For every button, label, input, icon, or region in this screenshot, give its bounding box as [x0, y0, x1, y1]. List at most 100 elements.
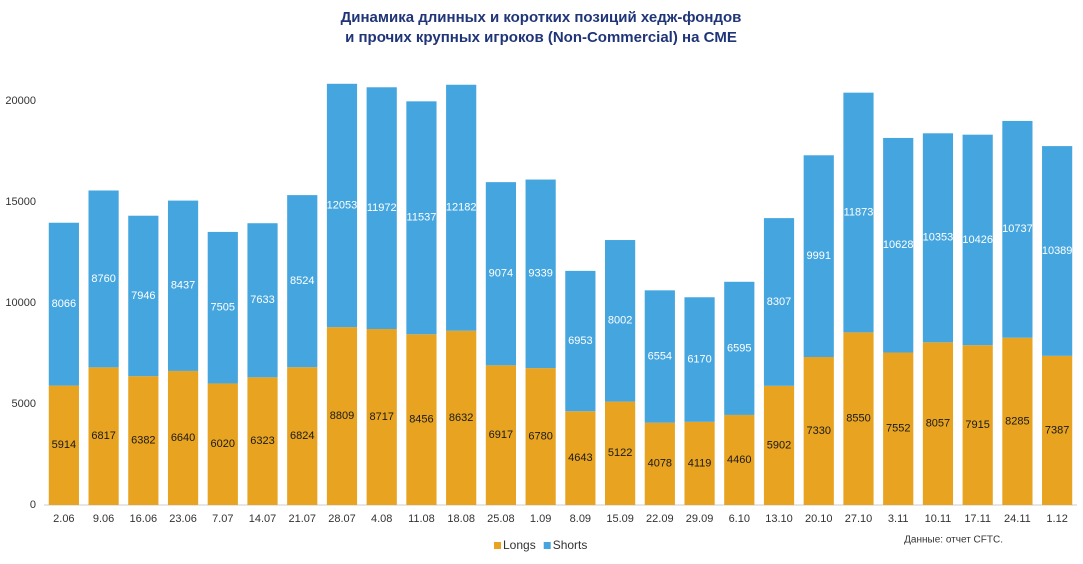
- bar-segment: [525, 179, 556, 369]
- legend-swatch: [543, 542, 551, 549]
- data-label: 6382: [131, 434, 155, 446]
- data-label: 6780: [528, 430, 552, 442]
- data-label: 7915: [965, 419, 989, 431]
- legend-swatch: [494, 542, 501, 549]
- x-tick-label: 11.08: [408, 513, 435, 525]
- y-tick-label: 10000: [5, 297, 36, 309]
- data-label: 8632: [449, 412, 473, 424]
- bar-segment: [604, 401, 636, 505]
- data-label: 6953: [568, 335, 592, 347]
- bar-segment: [287, 195, 318, 368]
- data-label: 8057: [926, 418, 950, 430]
- bar-segment: [604, 240, 636, 402]
- x-tick-label: 10.11: [925, 513, 952, 525]
- data-label: 11972: [367, 202, 397, 214]
- bar-segment: [247, 223, 278, 378]
- bar-segment: [803, 155, 834, 358]
- data-label: 8437: [171, 280, 195, 292]
- data-label: 10737: [1002, 223, 1033, 235]
- data-label: 8717: [369, 411, 393, 423]
- x-tick-label: 6.10: [729, 513, 750, 525]
- bar-segment: [207, 231, 238, 384]
- y-tick-label: 15000: [5, 196, 36, 208]
- x-tick-label: 1.09: [530, 513, 551, 525]
- bar-segment: [843, 332, 874, 505]
- data-label: 7633: [250, 294, 274, 306]
- bar-segment: [128, 215, 159, 377]
- bar-segment: [724, 414, 755, 505]
- bar-segment: [922, 342, 954, 505]
- data-label: 8002: [608, 315, 632, 327]
- x-tick-label: 25.08: [487, 513, 515, 525]
- y-tick-label: 20000: [5, 95, 36, 107]
- bar-segment: [88, 190, 119, 368]
- bar-segment: [366, 87, 397, 329]
- data-label: 6020: [211, 438, 235, 450]
- x-tick-label: 29.09: [686, 513, 714, 525]
- bar-segment: [565, 270, 596, 412]
- data-label: 4119: [688, 457, 712, 469]
- bar-segment: [644, 290, 675, 423]
- bar-segment: [406, 101, 437, 335]
- bar-segment: [247, 377, 278, 505]
- bar-segment: [446, 84, 477, 331]
- bar-segment: [644, 422, 675, 505]
- data-label: 10353: [923, 232, 954, 244]
- bar-segment: [366, 328, 397, 505]
- bar-segment: [48, 385, 79, 505]
- bar-segment: [843, 92, 874, 333]
- data-label: 7387: [1045, 424, 1069, 436]
- bar-segment: [1042, 355, 1073, 505]
- x-tick-label: 8.09: [570, 513, 591, 525]
- bar-segment: [962, 345, 993, 505]
- data-label: 6817: [91, 430, 115, 442]
- data-label: 12182: [446, 202, 477, 214]
- data-label: 7552: [886, 423, 910, 435]
- chart-title: Динамика длинных и коротких позиций хедж…: [341, 9, 742, 26]
- y-tick-label: 0: [30, 499, 36, 511]
- x-tick-label: 2.06: [53, 513, 74, 525]
- data-label: 10389: [1042, 245, 1073, 257]
- bar-segment: [128, 376, 159, 505]
- data-label: 6554: [648, 350, 672, 362]
- bar-segment: [207, 383, 238, 505]
- x-tick-label: 16.06: [130, 513, 158, 525]
- x-tick-label: 4.08: [371, 513, 392, 525]
- bar-segment: [724, 281, 755, 415]
- data-label: 6170: [687, 353, 711, 365]
- legend-label: Shorts: [553, 538, 588, 552]
- bar-segment: [525, 368, 556, 505]
- data-label: 4460: [727, 454, 751, 466]
- bar-segment: [326, 327, 358, 505]
- data-label: 8524: [290, 275, 314, 287]
- x-tick-label: 17.11: [964, 513, 991, 525]
- chart-title: и прочих крупных игроков (Non-Commercial…: [345, 29, 737, 46]
- data-label: 4643: [568, 452, 592, 464]
- data-label: 8285: [1005, 415, 1029, 427]
- bar-segment: [88, 367, 119, 505]
- x-tick-label: 22.09: [646, 513, 674, 525]
- x-tick-label: 9.06: [93, 513, 114, 525]
- bar-segment: [167, 370, 199, 505]
- x-tick-label: 3.11: [888, 513, 909, 525]
- data-label: 5902: [767, 439, 791, 451]
- legend-label: Longs: [503, 538, 536, 552]
- data-label: 11537: [407, 212, 437, 224]
- data-label: 7946: [131, 290, 155, 302]
- source-note: Данные: отчет CFTC.: [904, 535, 1003, 546]
- bar-segment: [684, 421, 715, 505]
- data-label: 6917: [489, 429, 513, 441]
- x-tick-label: 21.07: [288, 513, 316, 525]
- bar-segment: [684, 297, 715, 422]
- data-label: 7505: [211, 302, 235, 314]
- data-label: 10628: [883, 239, 914, 251]
- data-label: 9339: [528, 268, 552, 280]
- x-tick-label: 13.10: [765, 513, 793, 525]
- x-tick-label: 23.06: [169, 513, 197, 525]
- bar-segment: [922, 133, 954, 343]
- x-tick-label: 24.11: [1004, 513, 1031, 525]
- x-tick-label: 27.10: [845, 513, 873, 525]
- data-label: 6595: [727, 342, 751, 354]
- x-tick-label: 1.12: [1046, 513, 1067, 525]
- bar-segment: [803, 357, 834, 505]
